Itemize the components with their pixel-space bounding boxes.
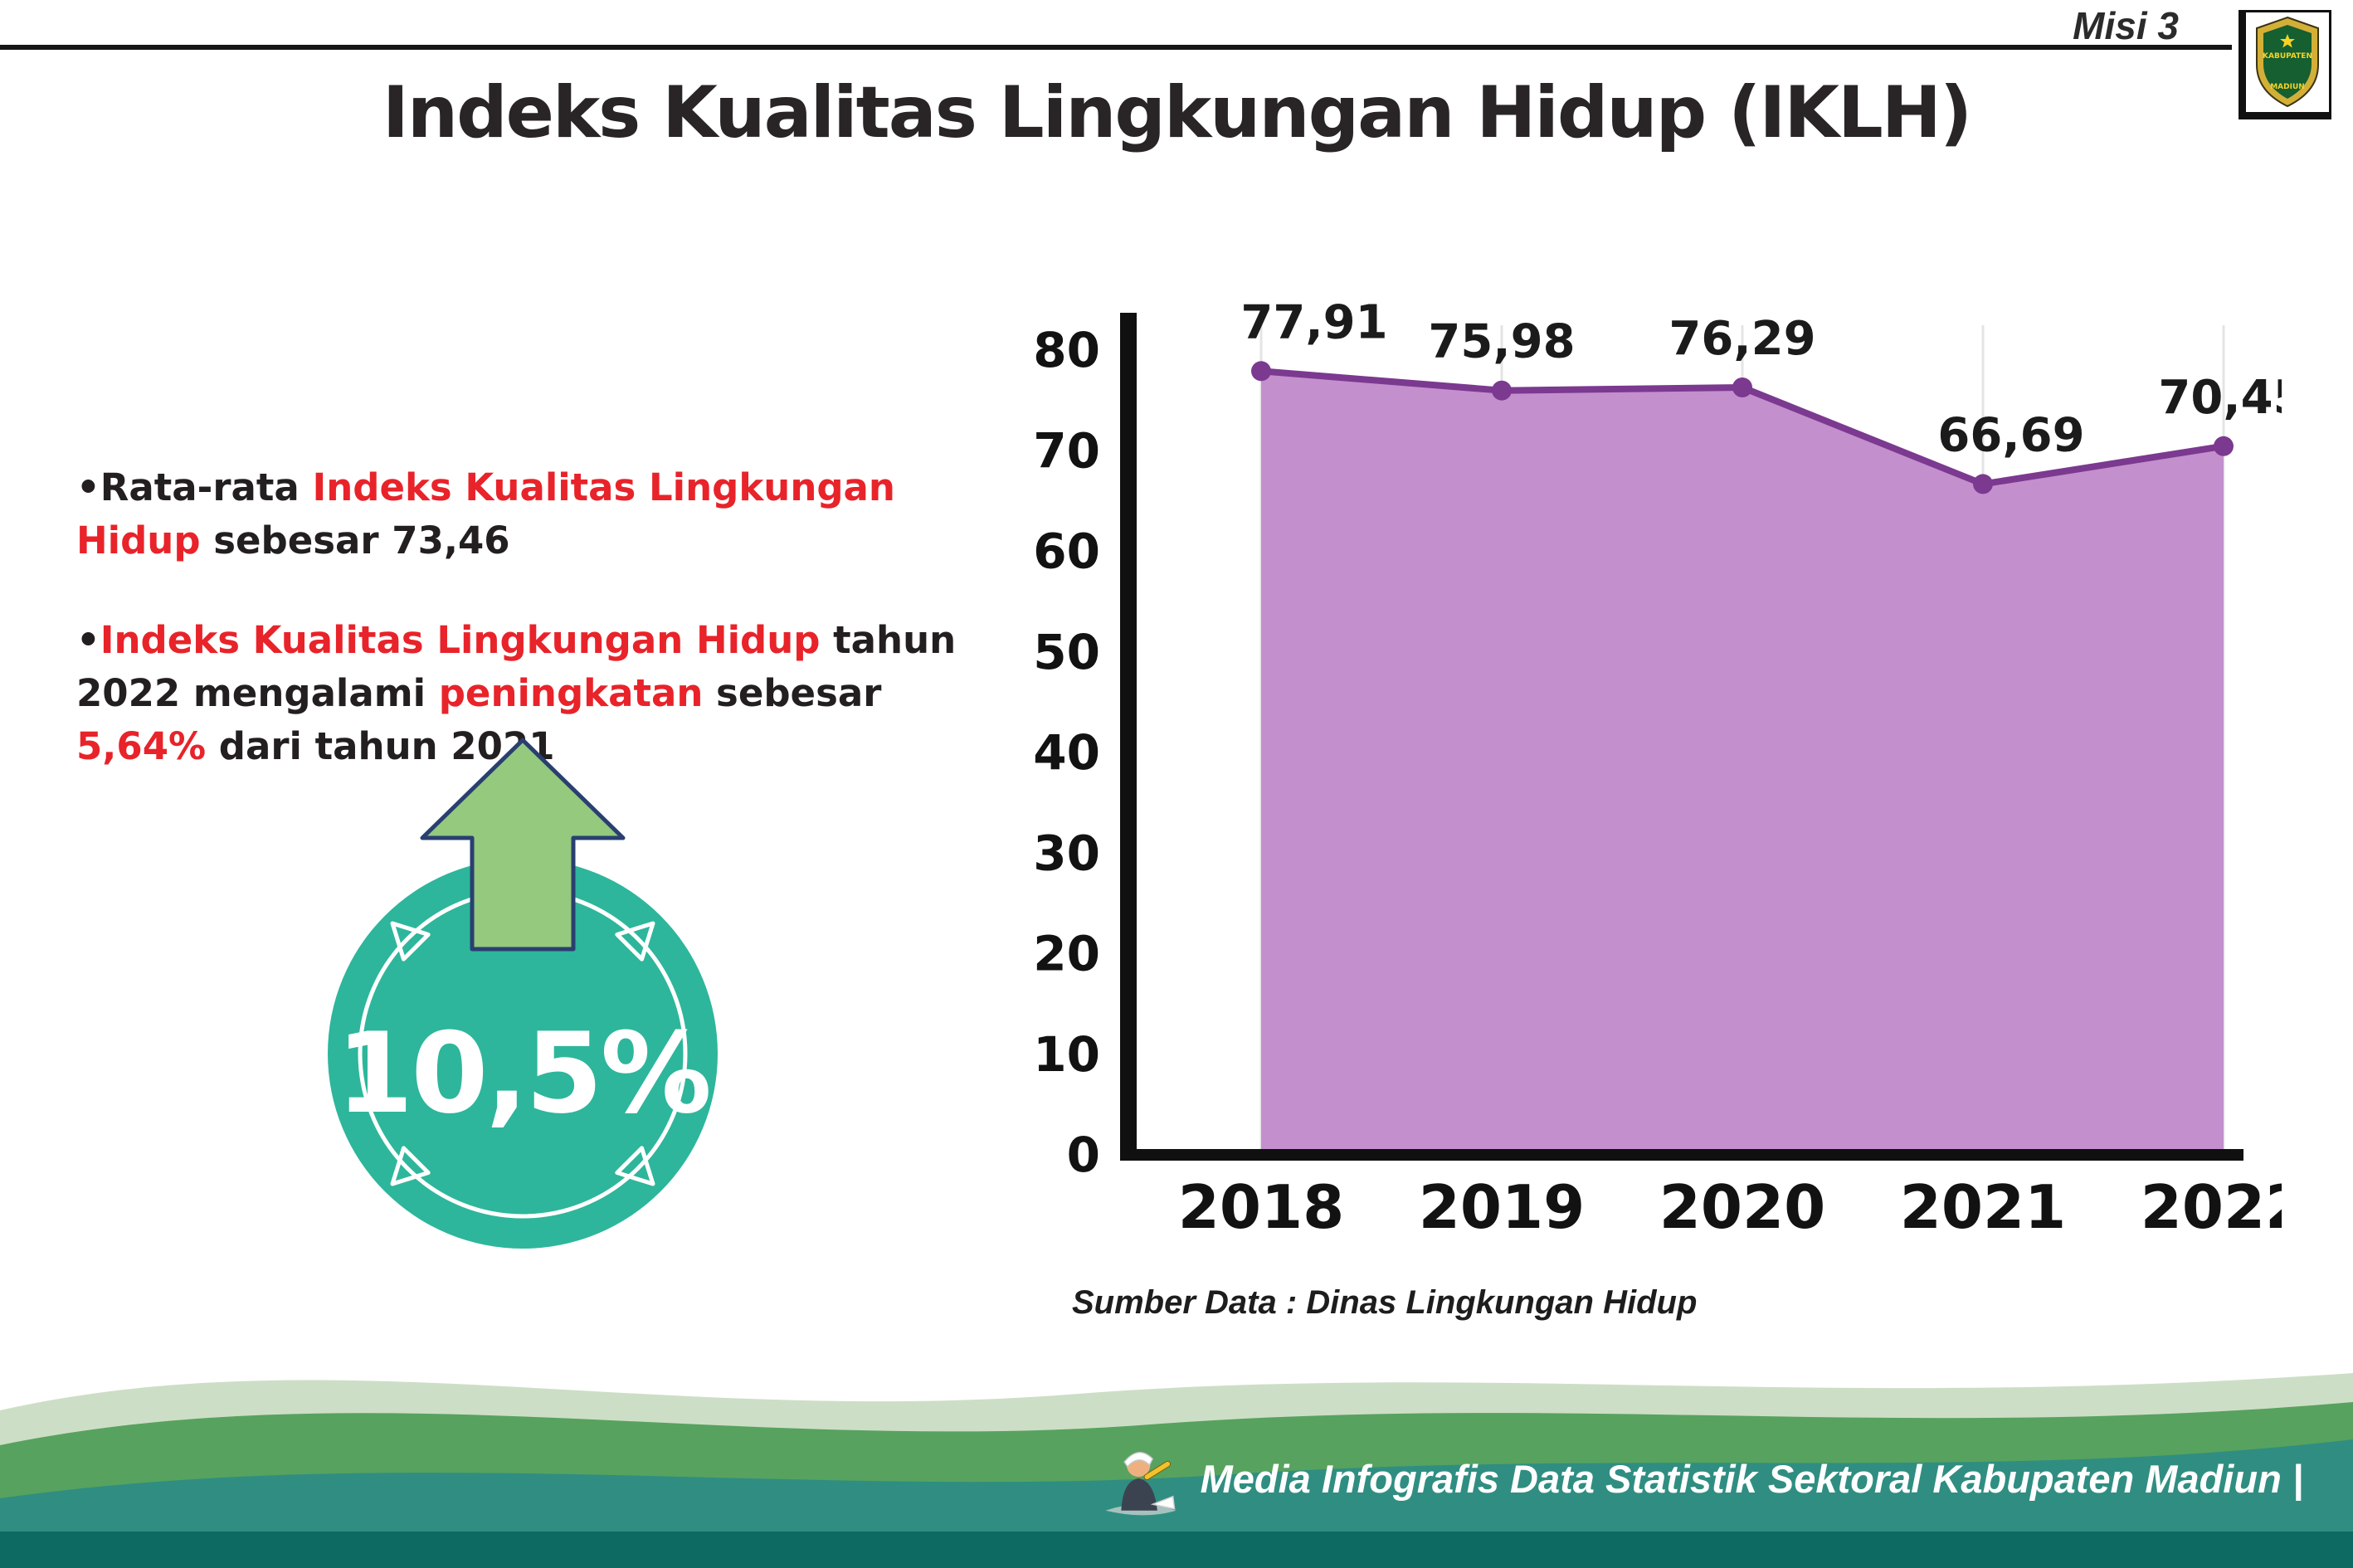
bullet-1-rest-text: sebesar 73,46 (200, 518, 510, 562)
bullet-item-2: •Indeks Kualitas Lingkungan Hidup tahun … (76, 614, 997, 773)
bullet-1-lead-text: Rata-rata (100, 465, 313, 509)
svg-text:10: 10 (1033, 1026, 1100, 1083)
iklh-chart: 77,91 75,98 76,29 66,69 70,45 0 10 20 30 40 50 60 70… (987, 292, 2307, 1279)
svg-text:60: 60 (1033, 523, 1100, 580)
bullet-2-marker: • (76, 617, 100, 662)
svg-text:2019: 2019 (1419, 1172, 1585, 1242)
svg-text:70: 70 (1033, 422, 1100, 479)
crest-icon: KABUPATEN MADIUN (2256, 16, 2319, 108)
footer-waves (0, 1373, 2353, 1568)
bullet-1-red-text: Indeks Kualitas Lingkungan Hidup (76, 465, 895, 562)
page-title: Indeks Kualitas Lingkungan Hidup (IKLH) (382, 71, 1972, 154)
footer-caption-row: Media Infografis Data Statistik Sektoral… (1098, 1435, 2303, 1522)
footer-caption: Media Infografis Data Statistik Sektoral… (1200, 1456, 2303, 1501)
bullet-item-1: •Rata-rata Indeks Kualitas Lingkungan Hi… (76, 461, 997, 567)
svg-text:66,69: 66,69 (1937, 408, 2084, 462)
svg-text:20: 20 (1033, 926, 1100, 982)
bullet-2-red-text-3: 5,64% (76, 723, 207, 768)
svg-text:2020: 2020 (1659, 1172, 1825, 1242)
bullet-2-red-text-2: peningkatan (438, 670, 704, 715)
iklh-chart-svg: 77,91 75,98 76,29 66,69 70,45 0 10 20 30 40 50 60 70… (1033, 295, 2307, 1242)
svg-text:75,98: 75,98 (1428, 315, 1575, 369)
svg-text:0: 0 (1067, 1127, 1100, 1183)
bullet-2-text-2: sebesar (703, 670, 882, 715)
svg-text:80: 80 (1033, 322, 1100, 378)
bullet-2-text-1: tahun 2022 mengalami (76, 617, 957, 715)
svg-text:77,91: 77,91 (1240, 295, 1387, 349)
svg-text:40: 40 (1033, 724, 1100, 781)
svg-text:2022: 2022 (2141, 1172, 2282, 1242)
header-rule (0, 45, 2232, 50)
svg-text:2021: 2021 (1900, 1172, 2066, 1242)
source-note: Sumber Data : Dinas Lingkungan Hidup (1072, 1284, 1698, 1321)
bullet-list: •Rata-rata Indeks Kualitas Lingkungan Hi… (76, 461, 997, 819)
logo-text-bottom: MADIUN (2270, 83, 2305, 91)
bullet-2-red-text-1: Indeks Kualitas Lingkungan Hidup (100, 617, 821, 662)
svg-text:76,29: 76,29 (1669, 312, 1815, 366)
svg-text:70,45: 70,45 (2158, 371, 2282, 425)
svg-text:30: 30 (1033, 825, 1100, 881)
up-arrow-icon (420, 738, 626, 952)
misi-label: Misi 3 (2073, 4, 2179, 47)
kabupaten-madiun-logo: KABUPATEN MADIUN (2239, 10, 2331, 119)
bullet-1-marker: • (76, 465, 100, 509)
increase-percentage-value: 10,5% (336, 1009, 712, 1138)
svg-text:50: 50 (1033, 624, 1100, 680)
logo-text-top: KABUPATEN (2263, 52, 2312, 61)
mascot-icon (1105, 1452, 1176, 1516)
svg-text:2018: 2018 (1178, 1172, 1344, 1242)
